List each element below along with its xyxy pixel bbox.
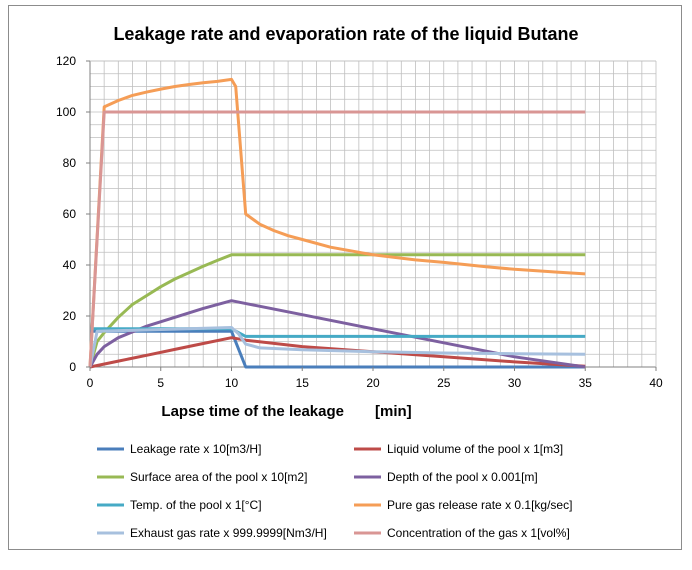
chart-title: Leakage rate and evaporation rate of the… [113, 24, 578, 44]
x-tick-label: 0 [87, 376, 94, 390]
x-tick-label: 35 [579, 376, 593, 390]
y-tick-label: 120 [56, 54, 76, 68]
x-tick-label: 20 [366, 376, 380, 390]
legend-label: Leakage rate x 10[m3/H] [130, 442, 261, 456]
plot-grid [90, 60, 656, 367]
y-tick-label: 80 [63, 156, 77, 170]
legend-label: Exhaust gas rate x 999.9999[Nm3/H] [130, 526, 327, 540]
legend-label: Depth of the pool x 0.001[m] [387, 470, 538, 484]
chart-svg: Leakage rate and evaporation rate of the… [56, 24, 663, 540]
series-line-6 [88, 77, 586, 368]
series-line-7 [88, 326, 586, 368]
tick-labels: 0 5 10 15 20 25 30 35 40 0 20 40 60 80 100 120 [56, 54, 663, 390]
x-axis-label: Lapse time of the leakage [161, 403, 344, 420]
legend-label: Liquid volume of the pool x 1[m3] [387, 442, 563, 456]
legend-label: Temp. of the pool x 1[°C] [130, 498, 262, 512]
x-tick-label: 15 [296, 376, 310, 390]
x-tick-label: 30 [508, 376, 522, 390]
chart-area: Leakage rate and evaporation rate of the… [8, 5, 682, 550]
x-tick-label: 25 [437, 376, 451, 390]
y-tick-label: 60 [63, 207, 77, 221]
series-lines [88, 77, 586, 369]
legend-label: Concentration of the gas x 1[vol%] [387, 526, 570, 540]
x-tick-label: 5 [157, 376, 164, 390]
x-tick-label: 40 [649, 376, 663, 390]
legend-label: Surface area of the pool x 10[m2] [130, 470, 307, 484]
series-line-2 [89, 336, 586, 369]
y-tick-label: 20 [63, 309, 77, 323]
y-tick-label: 0 [69, 360, 76, 374]
legend-label: Pure gas release rate x 0.1[kg/sec] [387, 498, 572, 512]
x-tick-label: 10 [225, 376, 239, 390]
legend: Leakage rate x 10[m3/H] Liquid volume of … [97, 442, 572, 540]
y-tick-label: 40 [63, 258, 77, 272]
y-tick-label: 100 [56, 105, 76, 119]
series-line-8 [88, 110, 586, 368]
series-line-4 [88, 299, 586, 369]
x-axis-unit: [min] [375, 403, 412, 420]
